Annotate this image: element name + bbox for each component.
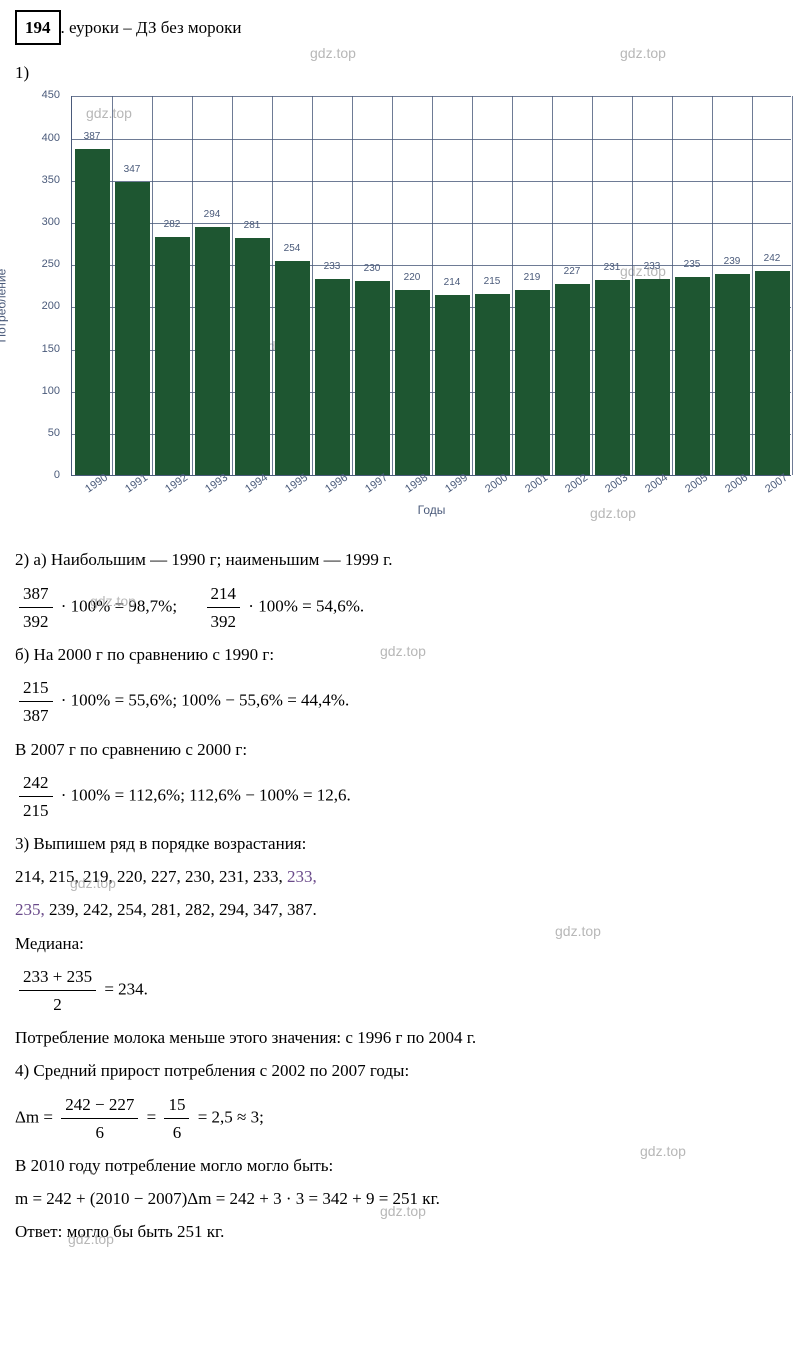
y-tick-label: 100: [42, 383, 60, 401]
header-text: . еуроки – ДЗ без мороки: [61, 18, 242, 37]
calc-row-3: 242 215 · 100% = 112,6%; 112,6% − 100% =…: [15, 769, 795, 824]
gridline-vertical: [352, 96, 353, 475]
median-val-2: 235,: [15, 900, 45, 919]
bar-value-label: 233: [317, 259, 347, 275]
gridline-vertical: [232, 96, 233, 475]
problem-number: 194: [15, 10, 61, 45]
y-tick-label: 250: [42, 256, 60, 274]
bar-value-label: 231: [597, 260, 627, 276]
gridline-vertical: [112, 96, 113, 475]
bar-value-label: 220: [397, 270, 427, 286]
median-val-1: 233,: [287, 867, 317, 886]
bar-value-label: 294: [197, 207, 227, 223]
fraction-215-387: 215 387: [19, 674, 53, 729]
chart-y-axis-title: Потребление: [0, 269, 11, 343]
fraction-dm-1: 242 − 227 6: [61, 1091, 138, 1146]
fraction-387-392: 387 392: [19, 580, 53, 635]
gridline-vertical: [672, 96, 673, 475]
bar-value-label: 387: [77, 129, 107, 145]
median-label: Медиана:: [15, 930, 795, 957]
consumption-chart: Потребление 050100150200250300350400450 …: [15, 96, 795, 526]
y-tick-label: 50: [48, 425, 60, 443]
fraction-214-392: 214 392: [207, 580, 241, 635]
gridline-vertical: [432, 96, 433, 475]
fraction-dm-2: 15 6: [164, 1091, 189, 1146]
bar-value-label: 235: [677, 257, 707, 273]
bar: [595, 280, 630, 475]
gridline-vertical: [632, 96, 633, 475]
bar: [555, 284, 590, 476]
gridline-vertical: [712, 96, 713, 475]
bar: [515, 290, 550, 475]
y-tick-label: 400: [42, 130, 60, 148]
calc-row-1: 387 392 · 100% = 98,7%; 214 392 · 100% =…: [15, 580, 795, 635]
section-3-conclusion: Потребление молока меньше этого значения…: [15, 1024, 795, 1051]
bar: [75, 149, 110, 476]
bar-value-label: 254: [277, 241, 307, 257]
gridline-vertical: [192, 96, 193, 475]
gridline-vertical: [272, 96, 273, 475]
median-calc: 233 + 235 2 = 234.: [15, 963, 795, 1018]
bar-value-label: 239: [717, 254, 747, 270]
section-3-label: 3) Выпишем ряд в порядке возрастания:: [15, 830, 795, 857]
section-2b-text: б) На 2000 г по сравнению с 1990 г:: [15, 641, 795, 668]
bar: [155, 237, 190, 475]
header: 194. еуроки – ДЗ без мороки: [15, 10, 795, 53]
bar: [395, 290, 430, 476]
gridline-vertical: [792, 96, 793, 475]
section-2b2-text: В 2007 г по сравнению с 2000 г:: [15, 736, 795, 763]
y-tick-label: 450: [42, 88, 60, 106]
bar-value-label: 282: [157, 217, 187, 233]
sorted-row-1: 214, 215, 219, 220, 227, 230, 231, 233, …: [15, 863, 795, 890]
final-formula: m = 242 + (2010 − 2007)Δm = 242 + 3 · 3 …: [15, 1185, 795, 1212]
y-tick-label: 0: [54, 468, 60, 486]
section-4-label: 4) Средний прирост потребления с 2002 по…: [15, 1057, 795, 1084]
gridline-vertical: [512, 96, 513, 475]
bar-value-label: 281: [237, 218, 267, 234]
section-1-label: 1): [15, 59, 795, 86]
y-tick-label: 150: [42, 341, 60, 359]
sorted-row-2: 235, 239, 242, 254, 281, 282, 294, 347, …: [15, 896, 795, 923]
fraction-242-215: 242 215: [19, 769, 53, 824]
bar-value-label: 242: [757, 251, 787, 267]
gridline-vertical: [752, 96, 753, 475]
chart-x-axis-title: Годы: [418, 501, 446, 520]
bar-value-label: 214: [437, 275, 467, 291]
gridline-vertical: [552, 96, 553, 475]
bar: [275, 261, 310, 475]
year-2010-text: В 2010 году потребление могло могло быть…: [15, 1152, 795, 1179]
bar-value-label: 347: [117, 162, 147, 178]
bar: [235, 238, 270, 475]
calc-row-2: 215 387 · 100% = 55,6%; 100% − 55,6% = 4…: [15, 674, 795, 729]
bar: [355, 281, 390, 475]
gridline-vertical: [312, 96, 313, 475]
bar: [115, 182, 150, 475]
bar-value-label: 227: [557, 264, 587, 280]
gridline-vertical: [592, 96, 593, 475]
bar: [715, 274, 750, 476]
section-2a-text: 2) а) Наибольшим — 1990 г; наименьшим — …: [15, 546, 795, 573]
bar: [475, 294, 510, 476]
y-tick-label: 200: [42, 299, 60, 317]
bar-value-label: 230: [357, 261, 387, 277]
bar: [435, 295, 470, 476]
bar: [315, 279, 350, 476]
gridline-vertical: [392, 96, 393, 475]
delta-m-calc: Δm = 242 − 227 6 = 15 6 = 2,5 ≈ 3;: [15, 1091, 795, 1146]
fraction-median: 233 + 235 2: [19, 963, 96, 1018]
answer: Ответ: могло бы быть 251 кг.: [15, 1218, 795, 1245]
bar: [755, 271, 790, 475]
bar: [675, 277, 710, 475]
bar-value-label: 215: [477, 274, 507, 290]
gridline-vertical: [472, 96, 473, 475]
gridline-vertical: [152, 96, 153, 475]
bar: [195, 227, 230, 475]
y-tick-label: 350: [42, 172, 60, 190]
y-tick-label: 300: [42, 214, 60, 232]
bar-value-label: 219: [517, 270, 547, 286]
bar: [635, 279, 670, 476]
bar-value-label: 233: [637, 259, 667, 275]
